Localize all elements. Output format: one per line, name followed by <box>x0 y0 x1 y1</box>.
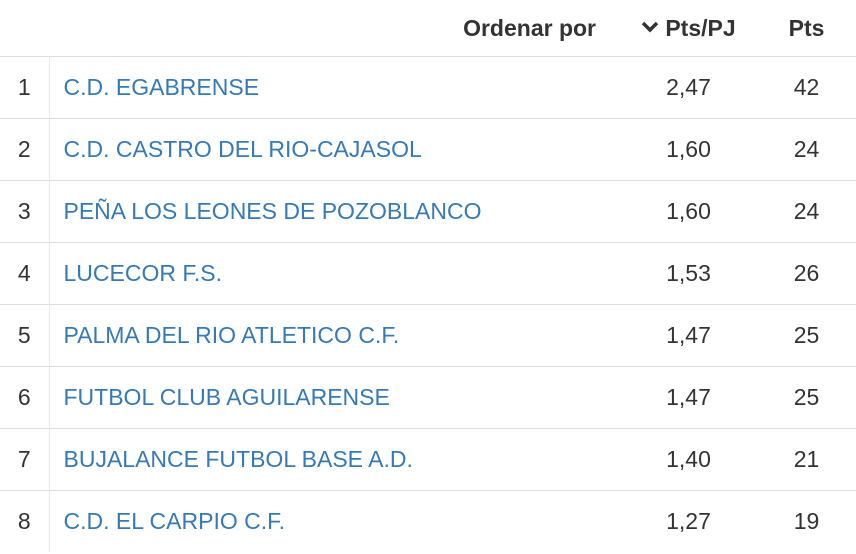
sort-column[interactable]: Pts/PJ <box>620 0 757 57</box>
points: 25 <box>757 304 856 367</box>
points: 42 <box>757 56 856 119</box>
team-link[interactable]: C.D. EL CARPIO C.F. <box>63 508 286 534</box>
table-row: 4 LUCECOR F.S. 1,53 26 <box>0 242 856 305</box>
points: 24 <box>757 118 856 181</box>
team-link[interactable]: PEÑA LOS LEONES DE POZOBLANCO <box>63 198 482 224</box>
points-per-game: 1,47 <box>620 304 758 367</box>
rank: 5 <box>0 304 50 367</box>
points-per-game: 1,53 <box>620 242 758 305</box>
team-link[interactable]: FUTBOL CLUB AGUILARENSE <box>63 384 390 410</box>
team-link[interactable]: C.D. EGABRENSE <box>63 74 260 100</box>
team-cell: LUCECOR F.S. <box>49 242 621 305</box>
team-cell: C.D. CASTRO DEL RIO-CAJASOL <box>49 118 621 181</box>
rank: 3 <box>0 180 50 243</box>
points: 24 <box>757 180 856 243</box>
rank: 6 <box>0 366 50 429</box>
header-row: Ordenar por Pts/PJ Pts <box>0 0 856 57</box>
table-row: 5 PALMA DEL RIO ATLETICO C.F. 1,47 25 <box>0 304 856 367</box>
team-cell: BUJALANCE FUTBOL BASE A.D. <box>49 428 621 491</box>
table-row: 8 C.D. EL CARPIO C.F. 1,27 19 <box>0 490 856 552</box>
points-per-game: 1,27 <box>620 490 758 552</box>
chevron-icon <box>642 22 659 33</box>
team-link[interactable]: PALMA DEL RIO ATLETICO C.F. <box>63 322 400 348</box>
points: 26 <box>757 242 856 305</box>
team-link[interactable]: BUJALANCE FUTBOL BASE A.D. <box>63 446 413 472</box>
table-row: 2 C.D. CASTRO DEL RIO-CAJASOL 1,60 24 <box>0 118 856 181</box>
table-body: 1 C.D. EGABRENSE 2,47 42 2 C.D. CASTRO DEL RI… <box>0 56 856 552</box>
rank: 4 <box>0 242 50 305</box>
team-cell: FUTBOL CLUB AGUILARENSE <box>49 366 621 429</box>
points-per-game: 1,60 <box>620 118 758 181</box>
team-link[interactable]: LUCECOR F.S. <box>63 260 222 286</box>
points-per-game: 1,60 <box>620 180 758 243</box>
rank: 7 <box>0 428 50 491</box>
table-row: 6 FUTBOL CLUB AGUILARENSE 1,47 25 <box>0 366 856 429</box>
table-row: 3 PEÑA LOS LEONES DE POZOBLANCO 1,60 24 <box>0 180 856 243</box>
points-per-game: 2,47 <box>620 56 758 119</box>
points: 21 <box>757 428 856 491</box>
points-per-game: 1,47 <box>620 366 758 429</box>
team-link[interactable]: C.D. CASTRO DEL RIO-CAJASOL <box>63 136 422 162</box>
rank: 1 <box>0 56 50 119</box>
sort-label: Ordenar por <box>463 14 597 41</box>
team-cell: C.D. EL CARPIO C.F. <box>49 490 621 552</box>
points-per-game: 1,40 <box>620 428 758 491</box>
team-cell: PALMA DEL RIO ATLETICO C.F. <box>49 304 621 367</box>
table-row: 1 C.D. EGABRENSE 2,47 42 <box>0 56 856 119</box>
column-header[interactable]: Pts <box>788 14 825 41</box>
team-cell: C.D. EGABRENSE <box>49 56 621 119</box>
column-header: Pts/PJ <box>665 14 736 41</box>
points: 25 <box>757 366 856 429</box>
rank: 2 <box>0 118 50 181</box>
table-row: 7 BUJALANCE FUTBOL BASE A.D. 1,40 21 <box>0 428 856 491</box>
rank: 8 <box>0 490 50 552</box>
team-cell: PEÑA LOS LEONES DE POZOBLANCO <box>49 180 621 243</box>
points: 19 <box>757 490 856 552</box>
